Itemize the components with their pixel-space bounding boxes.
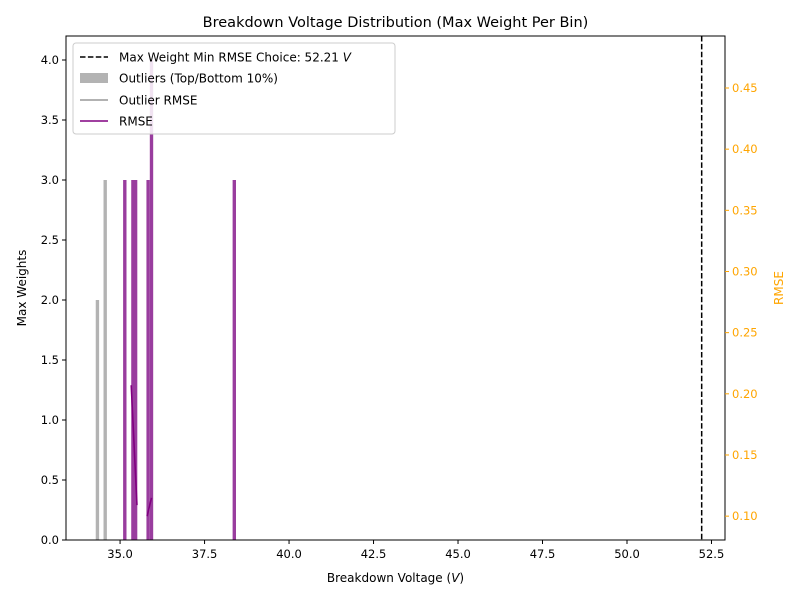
rmse-line-segment-0: [130, 385, 138, 506]
x-tick-label-7: 52.5: [699, 547, 725, 561]
right-axis-label: RMSE: [772, 271, 786, 305]
y-axis-ticks: 0.0 0.5 1.0 1.5 2.0 2.5 3.0 3.5 4.0: [41, 53, 66, 547]
right-tick-label-7: 0.45: [732, 81, 758, 95]
x-tick-label-4: 45.0: [445, 547, 471, 561]
right-axis-ticks: 0.10 0.15 0.20 0.25 0.30 0.35 0.40 0.45: [725, 81, 758, 523]
rmse-line-segment-1: [146, 497, 153, 517]
outlier-bar-0: [95, 300, 100, 540]
y-tick-label-7: 3.5: [41, 113, 59, 127]
outlier-bars: [95, 180, 107, 540]
main-bar-0: [123, 180, 127, 540]
legend-label-outliers: Outliers (Top/Bottom 10%): [119, 72, 278, 86]
y-tick-label-1: 0.5: [41, 473, 59, 487]
x-tick-label-2: 40.0: [276, 547, 302, 561]
main-bar-4: [149, 60, 154, 540]
main-bar-2: [133, 180, 138, 540]
legend-label-rmse: RMSE: [119, 115, 153, 129]
x-tick-label-5: 47.5: [530, 547, 556, 561]
y-axis-label: Max Weights: [15, 250, 29, 327]
x-tick-label-6: 50.0: [614, 547, 640, 561]
plot-frame: [65, 35, 726, 541]
right-tick-label-3: 0.25: [732, 326, 758, 340]
legend: Max Weight Min RMSE Choice: 52.21 V Outl…: [72, 42, 396, 135]
legend-label-outlier-rmse: Outlier RMSE: [119, 94, 197, 108]
x-tick-label-1: 37.5: [192, 547, 218, 561]
right-tick-label-0: 0.10: [732, 509, 758, 523]
x-tick-label-0: 35.0: [107, 547, 133, 561]
x-axis-ticks: 35.0 37.5 40.0 42.5 45.0 47.5 50.0 52.5: [107, 540, 724, 561]
x-axis-label: Breakdown Voltage (V): [327, 571, 464, 585]
legend-box: [72, 42, 396, 135]
right-tick-label-6: 0.40: [732, 142, 758, 156]
y-tick-label-8: 4.0: [41, 53, 59, 67]
right-tick-label-4: 0.30: [732, 264, 758, 278]
right-tick-label-1: 0.15: [732, 448, 758, 462]
main-bar-3: [146, 180, 150, 540]
main-bar-5: [232, 180, 236, 540]
y-tick-label-0: 0.0: [41, 533, 59, 547]
right-tick-label-2: 0.20: [732, 387, 758, 401]
legend-swatch-outliers: [80, 73, 108, 83]
rmse-lines: [130, 385, 153, 517]
main-bar-1: [131, 180, 135, 540]
chart-title: Breakdown Voltage Distribution (Max Weig…: [203, 15, 589, 31]
outlier-bar-1: [103, 180, 107, 540]
right-tick-label-5: 0.35: [732, 203, 758, 217]
y-tick-label-2: 1.0: [41, 413, 59, 427]
legend-label-vline: Max Weight Min RMSE Choice: 52.21 V: [119, 51, 352, 65]
y-tick-label-5: 2.5: [41, 233, 59, 247]
main-bars: [123, 60, 236, 540]
y-tick-label-6: 3.0: [41, 173, 59, 187]
x-tick-label-3: 42.5: [361, 547, 387, 561]
y-tick-label-4: 2.0: [41, 293, 59, 307]
y-tick-label-3: 1.5: [41, 353, 59, 367]
